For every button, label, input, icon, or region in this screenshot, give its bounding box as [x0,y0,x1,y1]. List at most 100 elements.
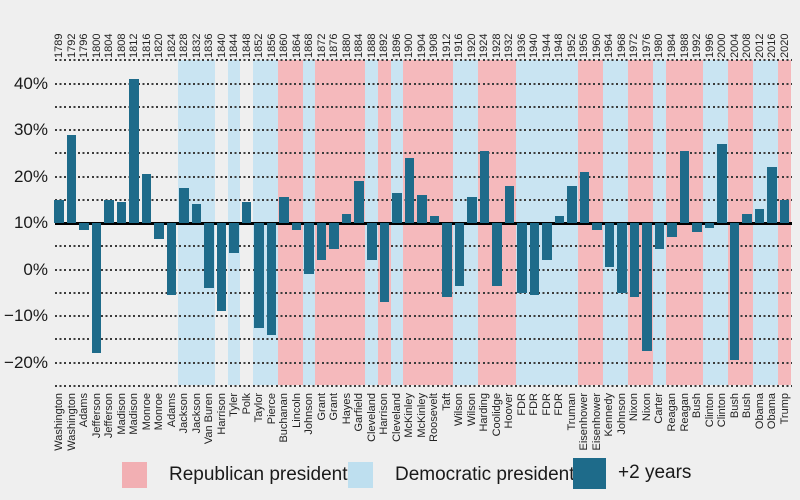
president-label-1808-Madison: Madison [115,393,128,435]
bar-1912-Taft [442,223,452,298]
president-label-1828-Jackson: Jackson [178,393,191,434]
bar-1884-Garfield [354,181,364,223]
republican-swatch-icon [122,462,147,488]
bar-1904-McKinley [417,195,427,223]
gridline--20 [55,361,792,364]
year-label-1960: 1960 [590,33,603,58]
year-label-1872: 1872 [315,33,328,58]
president-label-1932-Hoover: Hoover [503,393,516,429]
y-axis-label-40: 40% [13,73,48,93]
president-label-1876-Grant: Grant [328,393,341,421]
bar-1848-Polk [241,202,252,223]
democratic-swatch-icon [348,462,373,488]
year-label-1844: 1844 [228,33,241,58]
year-label-1856: 1856 [265,33,278,58]
president-label-2008-Bush: Bush [741,393,754,419]
year-label-2020: 2020 [778,33,791,58]
plus2years-swatch-icon [573,457,606,489]
bar-1828-Jackson [179,188,189,223]
year-label-1944: 1944 [540,33,553,58]
bar-1932-Hoover [504,185,515,223]
president-label-1980-Carter: Carter [653,393,666,424]
legend-item-bar: +2 years [573,456,691,490]
president-label-1792-Washington: Washington [65,393,78,451]
president-label-2016-Obama: Obama [766,393,779,430]
y-axis-label--10: −10% [4,306,48,325]
president-label-1844-Tyler: Tyler [228,393,241,417]
bar-1789-Washington [54,199,64,223]
year-label-1988: 1988 [678,33,691,58]
legend-label-democratic: Democratic president [395,464,575,485]
bar-1808-Madison [116,202,127,223]
president-label-1796-Adams: Adams [78,393,91,428]
year-label-1940: 1940 [528,33,541,58]
gridline-0 [55,268,792,271]
year-label-1892: 1892 [378,33,391,58]
bar-1856-Pierce [266,223,277,335]
president-label-1836-Van Buren: Van Buren [203,393,216,445]
bar-1992-Bush [692,223,702,233]
president-label-1884-Garfield: Garfield [353,393,366,432]
baseline-10pct [55,221,792,225]
gridline-35 [55,105,792,108]
bar-1988-Reagan [679,150,690,223]
president-label-1920-Wilson: Wilson [465,393,478,427]
year-label-1840: 1840 [215,33,228,58]
president-label-1944-FDR: FDR [540,393,553,416]
year-label-1932: 1932 [503,33,516,58]
bar-1816-Monroe [141,174,152,223]
bar-1968-Johnson [617,223,627,293]
president-label-1872-Grant: Grant [315,393,328,421]
bar-1792-Washington [66,134,77,223]
bar-1948-FDR [554,216,565,223]
year-label-1812: 1812 [128,33,141,58]
gridline--10 [55,315,792,317]
year-label-1852: 1852 [253,33,266,58]
bar-1892-Harrison [379,223,389,303]
year-label-1789: 1789 [53,33,65,58]
year-label-1924: 1924 [478,33,491,58]
year-label-1888: 1888 [365,33,378,58]
bar-2020-Trump [779,199,790,223]
legend-label-republican: Republican president [169,464,348,485]
president-label-1948-FDR: FDR [553,393,566,416]
year-label-1948: 1948 [553,33,566,58]
year-label-1864: 1864 [290,33,303,58]
y-axis-label--20: −20% [4,352,48,372]
bar-1844-Tyler [229,223,239,254]
president-label-1996-Clinton: Clinton [703,393,716,428]
year-label-1936: 1936 [515,33,528,58]
president-label-1892-Harrison: Harrison [378,393,391,435]
year-label-1908: 1908 [428,33,441,58]
bar-1836-Van Buren [204,223,214,289]
president-label-1868-Johnson: Johnson [303,393,316,435]
gridline-30 [55,129,792,131]
bar-1868-Johnson [304,223,314,275]
president-label-2020-Trump: Trump [778,393,791,425]
bar-1996-Clinton [704,223,715,228]
year-label-1828: 1828 [178,33,191,58]
bar-1880-Hayes [341,213,352,223]
year-label-1792: 1792 [65,33,78,58]
year-label-1900: 1900 [403,33,416,58]
bar-1952-Truman [567,185,577,223]
bar-1964-Kennedy [604,223,615,268]
year-label-1868: 1868 [303,33,316,58]
bar-1908-Roosevelt [429,216,440,223]
gridline-45 [55,59,792,62]
gridline--25 [55,384,792,387]
president-label-1924-Harding: Harding [478,393,491,432]
president-label-1812-Madison: Madison [128,393,141,435]
year-label-1996: 1996 [703,33,716,58]
president-label-1988-Reagan: Reagan [678,393,691,432]
year-label-1984: 1984 [665,33,678,58]
bar-1888-Cleveland [367,223,377,261]
president-label-1964-Kennedy: Kennedy [603,393,616,437]
bar-2008-Bush [742,213,752,223]
bar-2000-Clinton [717,143,727,223]
year-label-1956: 1956 [578,33,591,58]
president-label-1960-Eisenhower: Eisenhower [590,393,603,451]
president-label-1916-Wilson: Wilson [453,393,466,427]
year-label-1860: 1860 [278,33,291,58]
